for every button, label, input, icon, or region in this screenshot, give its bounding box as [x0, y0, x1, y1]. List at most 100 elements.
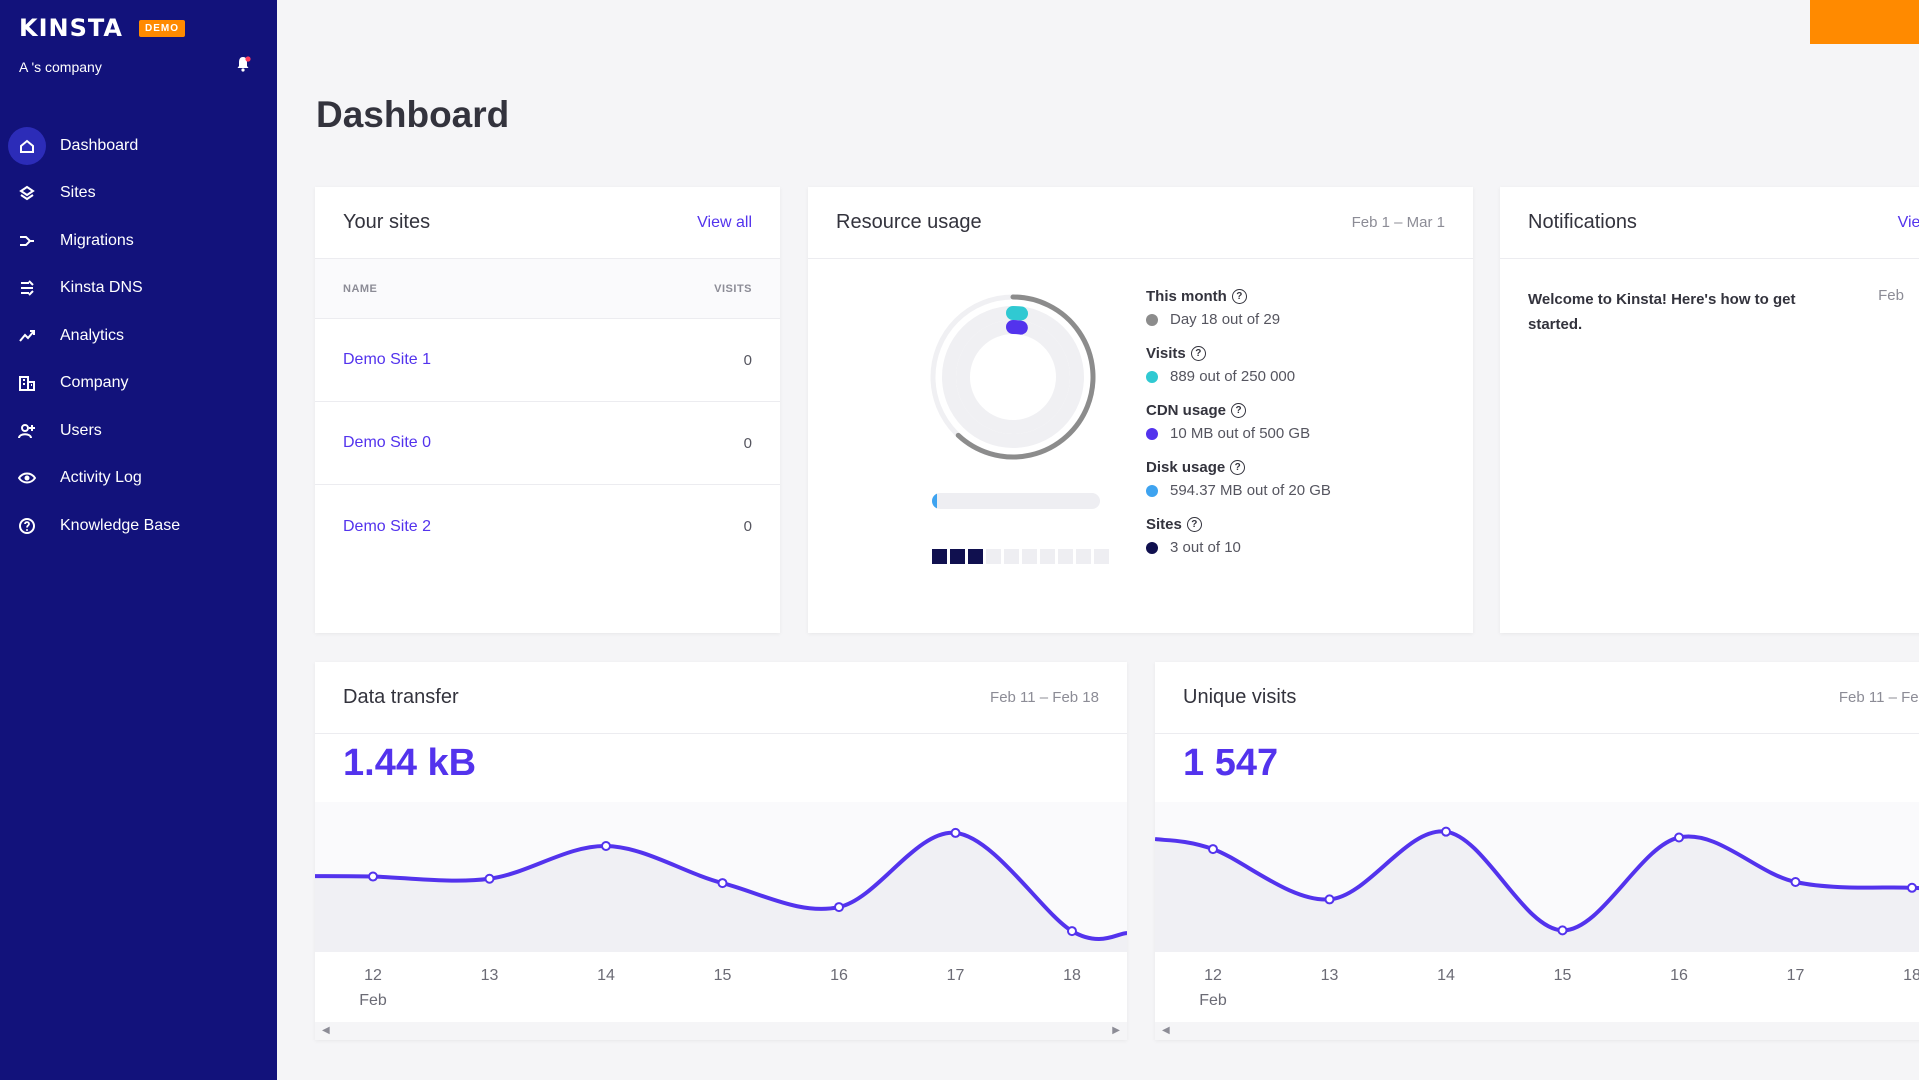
sidebar-item-knowledge-base[interactable]: Knowledge Base — [8, 502, 270, 550]
help-icon[interactable]: ? — [1230, 460, 1246, 475]
sidebar-item-migrations[interactable]: Migrations — [8, 217, 270, 265]
help-icon[interactable]: ? — [1231, 403, 1247, 418]
view-notifications-link[interactable]: View — [1897, 213, 1919, 231]
x-tick-label: 18 — [1063, 967, 1081, 984]
scroll-right-icon[interactable]: ▶ — [1112, 1025, 1120, 1036]
company-switcher[interactable]: A 's company — [19, 59, 102, 75]
trend-icon — [8, 317, 46, 355]
x-tick-label: 13 — [481, 967, 499, 984]
dns-icon — [8, 269, 46, 307]
chart-point[interactable] — [368, 871, 378, 882]
sidebar-item-dashboard[interactable]: Dashboard — [8, 122, 270, 170]
sidebar-item-sites[interactable]: Sites — [8, 170, 270, 218]
unique-visits-period: Feb 11 – Feb — [1838, 689, 1919, 706]
layers-icon — [8, 174, 46, 212]
stat-value: 3 out of 10 — [1170, 539, 1241, 556]
scroll-left-icon[interactable]: ◀ — [1162, 1025, 1170, 1036]
notification-item[interactable]: Welcome to Kinsta! Here's how to get sta… — [1500, 259, 1919, 365]
sites-table-body: Demo Site 1 0 Demo Site 0 0 Demo Site 2 0 — [315, 319, 780, 568]
chart-point[interactable] — [1557, 925, 1568, 936]
add-user-icon — [8, 412, 46, 450]
sidebar-item-kinsta-dns[interactable]: Kinsta DNS — [8, 265, 270, 313]
sidebar-item-label: Migrations — [60, 231, 134, 249]
chart-point[interactable] — [1324, 894, 1335, 905]
help-icon[interactable]: ? — [1190, 346, 1206, 361]
site-slot — [1058, 549, 1073, 564]
chart-point[interactable] — [1907, 882, 1917, 893]
stat-title: Sites — [1146, 516, 1182, 533]
resource-card-title: Resource usage — [836, 211, 982, 233]
kinsta-logo[interactable]: KINSTA — [19, 14, 123, 42]
bell-icon[interactable] — [233, 54, 253, 74]
chart-point[interactable] — [1674, 832, 1684, 843]
site-slot — [968, 549, 983, 564]
unique-visits-title: Unique visits — [1183, 686, 1297, 708]
site-slot — [932, 549, 947, 564]
sidebar-item-label: Sites — [60, 184, 96, 202]
x-tick-label: 13 — [1321, 967, 1339, 984]
col-name: NAME — [343, 282, 378, 295]
x-tick-label: 16 — [1670, 967, 1688, 984]
help-icon[interactable]: ? — [1186, 517, 1202, 532]
site-visits: 0 — [743, 351, 752, 369]
resource-stat: Visits? 889 out of 250 000 — [1146, 345, 1331, 385]
scroll-left-icon[interactable]: ◀ — [322, 1025, 330, 1036]
chart-point[interactable] — [717, 878, 728, 889]
chart-scrollbar[interactable]: ◀ — [1155, 1022, 1919, 1040]
chart-point[interactable] — [834, 902, 844, 913]
chart-scrollbar[interactable]: ◀ ▶ — [315, 1022, 1127, 1040]
sites-table-header: NAME VISITS — [315, 259, 780, 319]
data-transfer-title: Data transfer — [343, 686, 459, 708]
site-slot — [986, 549, 1001, 564]
stat-title: CDN usage — [1146, 402, 1227, 419]
resource-stat: Disk usage? 594.37 MB out of 20 GB — [1146, 459, 1331, 499]
sidebar: KINSTA DEMO A 's company Dashboard Sites M… — [0, 0, 277, 1080]
chart-point[interactable] — [484, 873, 495, 884]
data-transfer-total: 1.44 kB — [343, 742, 477, 784]
x-month-label: Feb — [1199, 992, 1227, 1009]
sidebar-item-label: Users — [60, 421, 102, 439]
demo-badge: DEMO — [138, 19, 185, 37]
chart-point[interactable] — [1790, 877, 1801, 887]
x-tick-label: 16 — [830, 967, 848, 984]
sidebar-item-company[interactable]: Company — [8, 360, 270, 408]
migrate-icon — [8, 222, 46, 260]
resource-card-header: Resource usage Feb 1 – Mar 1 — [808, 187, 1473, 259]
resource-stat: CDN usage? 10 MB out of 500 GB — [1146, 402, 1331, 442]
top-action-button[interactable] — [1810, 0, 1919, 44]
sidebar-item-analytics[interactable]: Analytics — [8, 312, 270, 360]
chart-point[interactable] — [601, 841, 611, 851]
site-name-link[interactable]: Demo Site 1 — [343, 351, 432, 368]
x-month-label: Feb — [359, 992, 387, 1009]
chart-point[interactable] — [1441, 826, 1451, 837]
notifications-card-header: Notifications View — [1500, 187, 1919, 259]
stat-color-dot — [1146, 427, 1158, 440]
site-visits: 0 — [743, 518, 752, 535]
chart-point[interactable] — [1208, 844, 1218, 855]
sidebar-item-activity-log[interactable]: Activity Log — [8, 455, 270, 503]
chart-point[interactable] — [1067, 926, 1077, 937]
notification-date: Feb — [1878, 287, 1904, 304]
sidebar-item-label: Analytics — [60, 326, 125, 344]
unique-visits-chart: 12 13 14 15 16 17 18 Feb — [1155, 802, 1919, 1009]
site-slot — [1022, 549, 1037, 564]
site-slot — [950, 549, 965, 564]
cdn-ring-arc — [1006, 320, 1028, 335]
x-tick-label: 15 — [714, 967, 732, 984]
resource-card: Resource usage Feb 1 – Mar 1 This month?… — [808, 187, 1473, 633]
stat-title: Visits — [1146, 345, 1186, 362]
chart-point[interactable] — [950, 827, 961, 838]
unique-visits-total: 1 547 — [1183, 742, 1279, 784]
help-icon[interactable]: ? — [1231, 289, 1247, 304]
view-all-link[interactable]: View all — [697, 213, 752, 231]
sites-card: Your sites View all NAME VISITS Demo Sit… — [315, 187, 780, 633]
x-tick-label: 17 — [1787, 967, 1805, 984]
usage-ring-chart — [930, 294, 1096, 460]
x-tick-label: 15 — [1554, 967, 1572, 984]
site-name-link[interactable]: Demo Site 0 — [343, 434, 432, 451]
site-name-link[interactable]: Demo Site 2 — [343, 517, 432, 535]
unique-visits-header: Unique visits Feb 11 – Feb — [1155, 662, 1919, 734]
stat-value: Day 18 out of 29 — [1170, 311, 1281, 328]
unique-visits-card: Unique visits Feb 11 – Feb 1 547 12 13 14 1… — [1155, 662, 1919, 1040]
sidebar-item-users[interactable]: Users — [8, 407, 270, 455]
